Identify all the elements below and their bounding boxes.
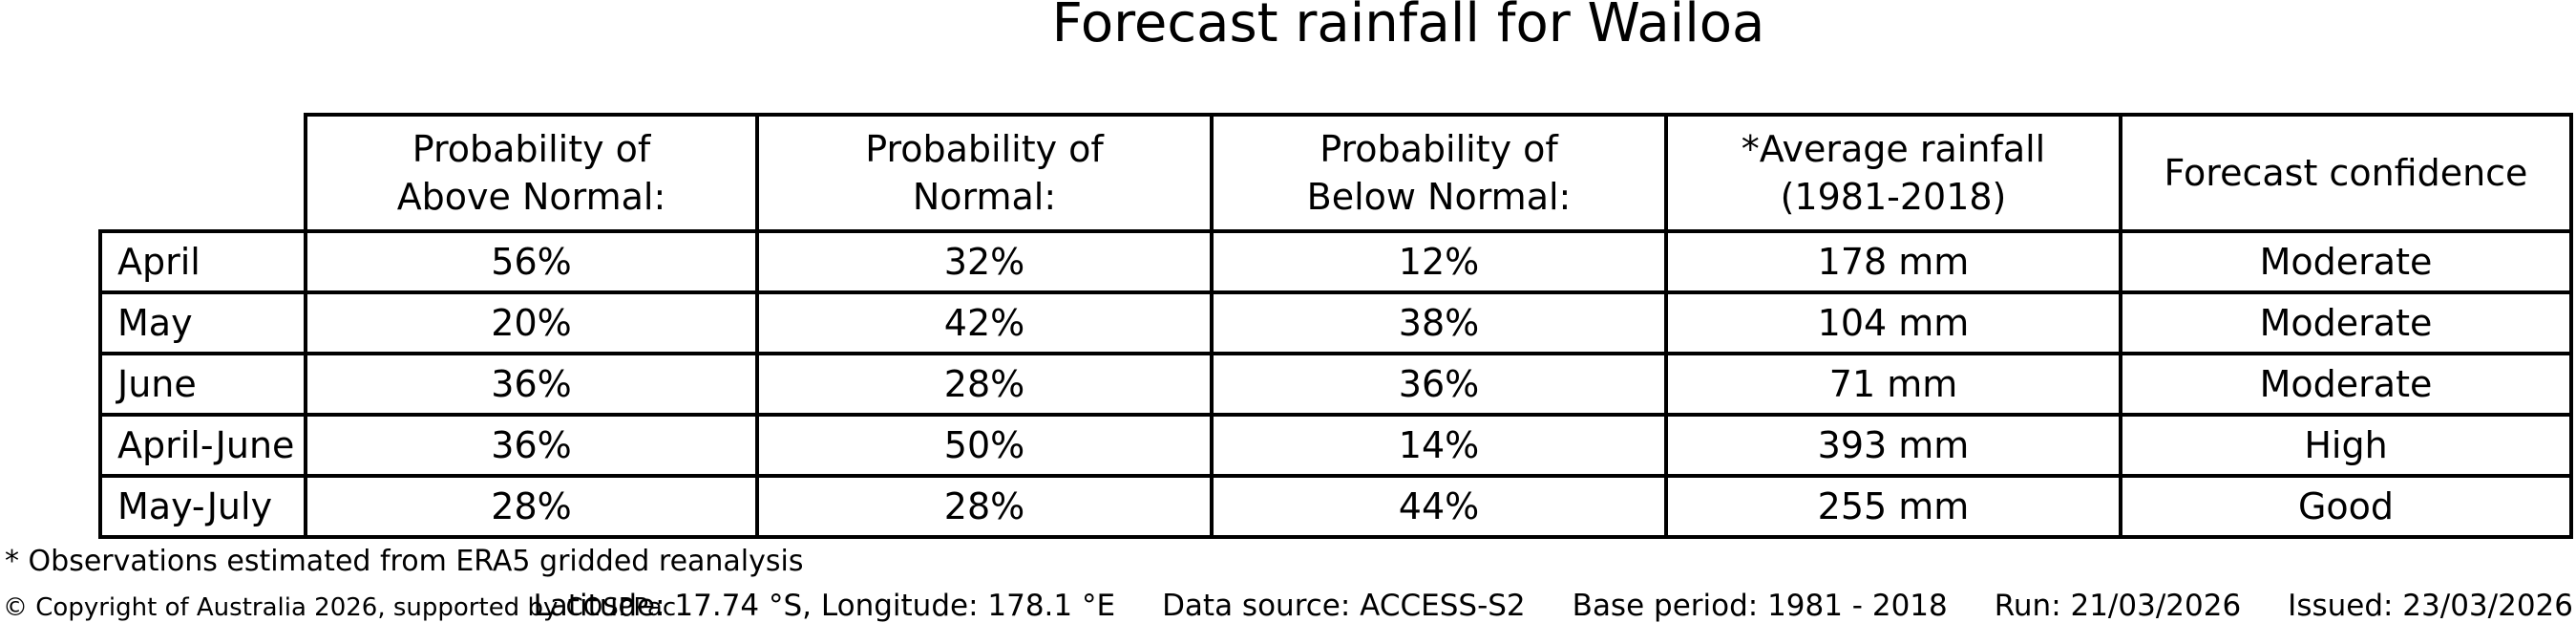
page-title: Forecast rainfall for Wailoa (1051, 0, 1765, 54)
footer-info: Latitude: 17.74 °S, Longitude: 178.1 °E … (534, 589, 2573, 623)
table-cell: Moderate (2119, 229, 2573, 294)
table-cell: 36% (304, 352, 759, 417)
forecast-table: Probability of Above Normal: Probability… (98, 113, 2573, 539)
row-label: April-June (98, 413, 307, 478)
header-row: Probability of Above Normal: Probability… (100, 113, 2573, 233)
col-header-below-normal: Probability of Below Normal: (1210, 113, 1668, 233)
table-row: May-July 28% 28% 44% 255 mm Good (98, 474, 2573, 539)
table-cell: Moderate (2119, 352, 2573, 417)
table-cell: 104 mm (1664, 290, 2122, 355)
table-cell: 36% (1210, 352, 1668, 417)
footnote: * Observations estimated from ERA5 gridd… (5, 545, 804, 578)
col-header-forecast-confidence: Forecast confidence (2119, 113, 2573, 233)
table-cell: 28% (755, 474, 1214, 539)
table-cell: 12% (1210, 229, 1668, 294)
table-cell: Moderate (2119, 290, 2573, 355)
footer-base-period: Base period: 1981 - 2018 (1572, 589, 1948, 623)
copyright: © Copyright of Australia 2026, supported… (3, 593, 677, 622)
table-cell: 14% (1210, 413, 1668, 478)
col-header-average-rainfall: *Average rainfall (1981-2018) (1664, 113, 2122, 233)
row-label: June (98, 352, 307, 417)
table-cell: 71 mm (1664, 352, 2122, 417)
table-cell: 255 mm (1664, 474, 2122, 539)
table-cell: 56% (304, 229, 759, 294)
table-cell: 393 mm (1664, 413, 2122, 478)
table-row: April 56% 32% 12% 178 mm Moderate (98, 229, 2573, 294)
table-cell: 50% (755, 413, 1214, 478)
table-cell: 178 mm (1664, 229, 2122, 294)
table-cell: 36% (304, 413, 759, 478)
table-cell: 28% (755, 352, 1214, 417)
footer-latitude-longitude: Latitude: 17.74 °S, Longitude: 178.1 °E (533, 589, 1116, 623)
table-cell: 32% (755, 229, 1214, 294)
table-cell: Good (2119, 474, 2573, 539)
table-cell: 44% (1210, 474, 1668, 539)
footer-data-source: Data source: ACCESS-S2 (1162, 589, 1526, 623)
table-cell: 20% (304, 290, 759, 355)
row-label: April (98, 229, 307, 294)
table-cell: 42% (755, 290, 1214, 355)
footer-run-date: Run: 21/03/2026 (1994, 589, 2242, 623)
table-row: April-June 36% 50% 14% 393 mm High (98, 413, 2573, 478)
table-cell: 38% (1210, 290, 1668, 355)
col-header-normal: Probability of Normal: (755, 113, 1214, 233)
table-row: June 36% 28% 36% 71 mm Moderate (98, 352, 2573, 417)
table-row: May 20% 42% 38% 104 mm Moderate (98, 290, 2573, 355)
row-label: May-July (98, 474, 307, 539)
row-label: May (98, 290, 307, 355)
table-cell: 28% (304, 474, 759, 539)
table-cell: High (2119, 413, 2573, 478)
col-header-above-normal: Probability of Above Normal: (304, 113, 759, 233)
corner-spacer (100, 115, 306, 231)
footer-issued-date: Issued: 23/03/2026 (2288, 589, 2573, 623)
